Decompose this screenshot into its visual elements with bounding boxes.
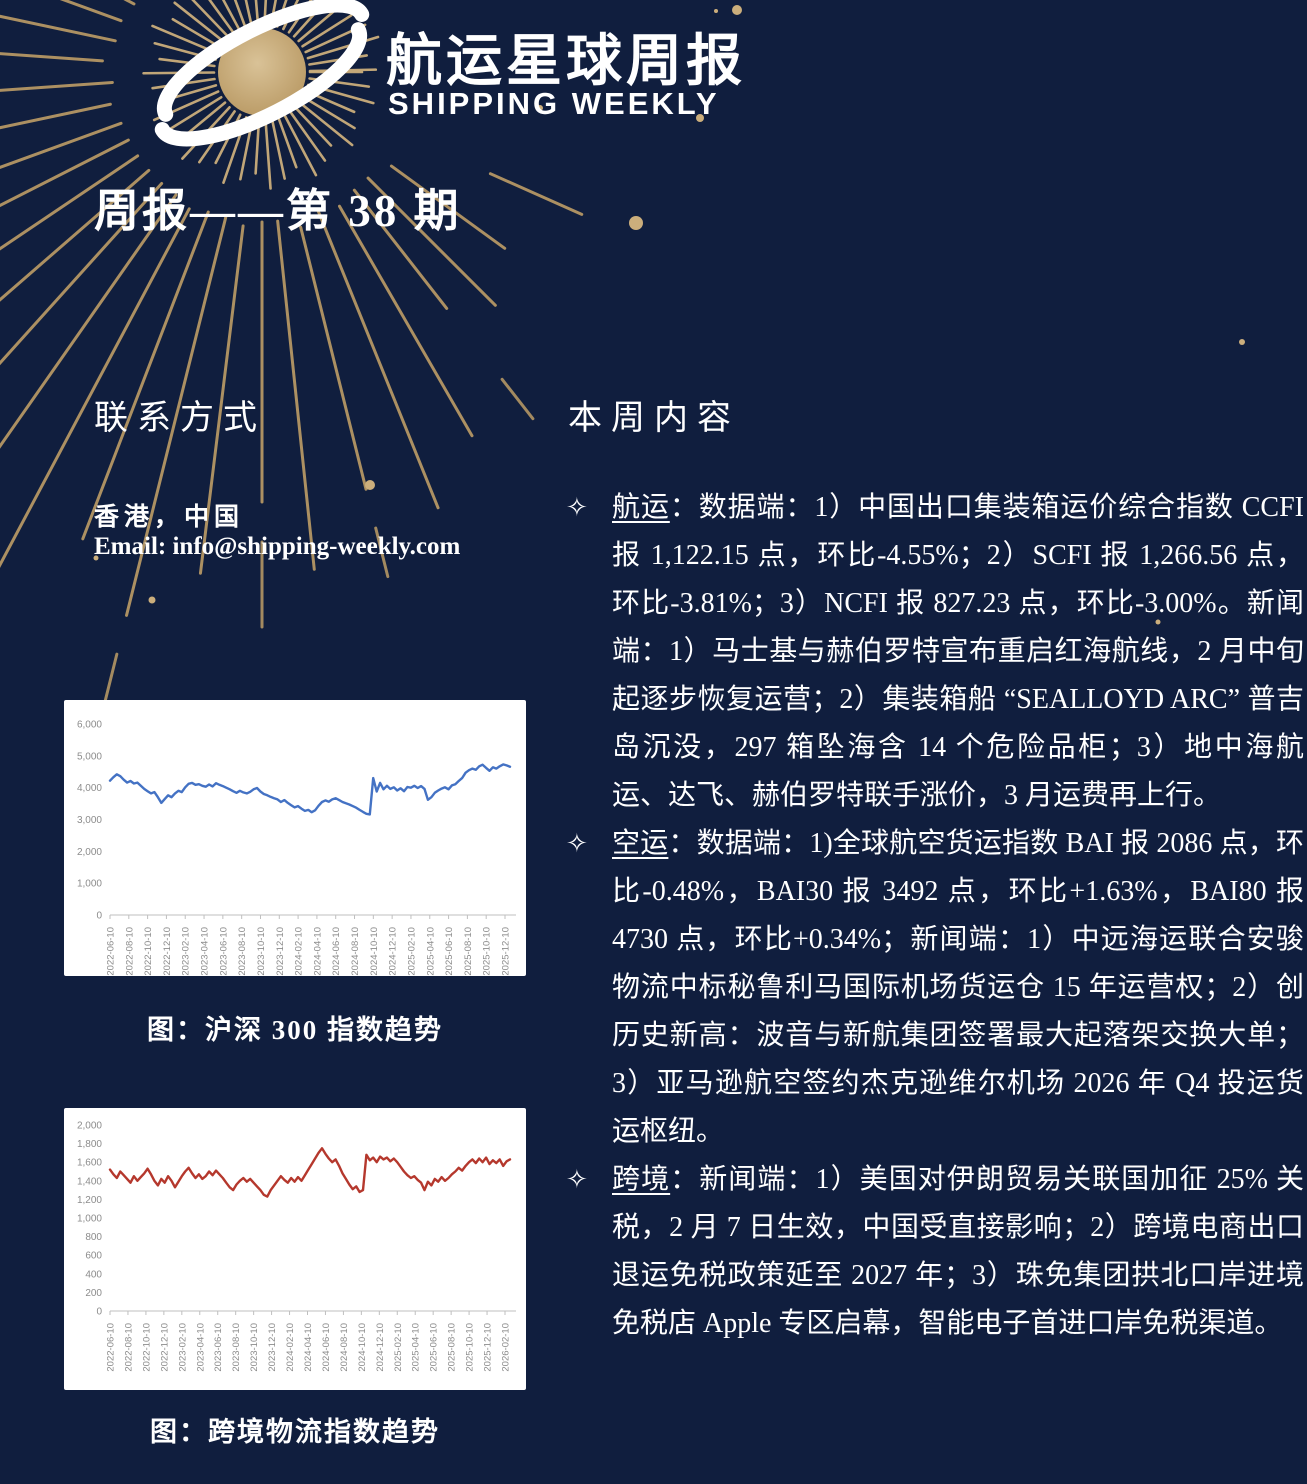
svg-text:1,600: 1,600 (77, 1158, 102, 1169)
svg-text:1,400: 1,400 (77, 1176, 102, 1187)
svg-text:2025-04-10: 2025-04-10 (425, 927, 436, 976)
weekly-content-list: ✧ 航运：数据端：1）中国出口集装箱运价综合指数 CCFI 报 1,122.15 … (566, 484, 1304, 1348)
svg-text:2023-12-10: 2023-12-10 (275, 927, 286, 976)
svg-text:6,000: 6,000 (77, 720, 102, 731)
svg-text:2025-12-10: 2025-12-10 (501, 927, 512, 976)
svg-text:2024-04-10: 2024-04-10 (303, 1323, 314, 1372)
svg-text:2022-12-10: 2022-12-10 (162, 927, 173, 976)
svg-text:2023-08-10: 2023-08-10 (237, 927, 248, 976)
contact-section-heading: 联系方式 (94, 400, 266, 437)
svg-text:2022-08-10: 2022-08-10 (124, 927, 135, 976)
issue-number: 周报——第 38 期 (94, 186, 462, 236)
svg-text:2024-10-10: 2024-10-10 (357, 1323, 368, 1372)
svg-text:2025-08-10: 2025-08-10 (447, 1323, 458, 1372)
contact-email: Email: info@shipping-weekly.com (94, 533, 461, 560)
svg-text:0: 0 (96, 911, 102, 922)
bullet-airfreight-label: 空运 (612, 828, 669, 859)
svg-text:2025-12-10: 2025-12-10 (483, 1323, 494, 1372)
svg-text:2025-10-10: 2025-10-10 (465, 1323, 476, 1372)
bullet-crossborder: ✧ 跨境：新闻端：1）美国对伊朗贸易关联国加征 25% 关税，2 月 7 日生效，… (566, 1156, 1304, 1348)
csi300-chart-caption: 图：沪深 300 指数趋势 (147, 1015, 443, 1045)
svg-text:2025-08-10: 2025-08-10 (463, 927, 474, 976)
svg-text:2022-12-10: 2022-12-10 (159, 1323, 170, 1372)
svg-text:0: 0 (96, 1307, 102, 1318)
sparkle-bullet-icon: ✧ (566, 1165, 588, 1194)
svg-text:400: 400 (85, 1269, 102, 1280)
sparkle-bullet-icon: ✧ (566, 829, 588, 858)
svg-text:1,200: 1,200 (77, 1195, 102, 1206)
sparkle-bullet-icon: ✧ (566, 493, 588, 522)
bullet-crossborder-text: ：新闻端：1）美国对伊朗贸易关联国加征 25% 关税，2 月 7 日生效，中国受… (612, 1164, 1304, 1339)
svg-text:2025-06-10: 2025-06-10 (429, 1323, 440, 1372)
gold-dots (93, 5, 1245, 625)
svg-text:2022-08-10: 2022-08-10 (123, 1323, 134, 1372)
svg-text:2025-10-10: 2025-10-10 (482, 927, 493, 976)
svg-text:2023-02-10: 2023-02-10 (181, 927, 192, 976)
gold-rays (0, 0, 584, 703)
svg-text:2023-06-10: 2023-06-10 (213, 1323, 224, 1372)
svg-text:2023-04-10: 2023-04-10 (200, 927, 211, 976)
svg-text:2024-04-10: 2024-04-10 (312, 927, 323, 976)
svg-text:1,000: 1,000 (77, 879, 102, 890)
contact-location: 香港，中国 (94, 504, 245, 531)
svg-text:2024-08-10: 2024-08-10 (350, 927, 361, 976)
bullet-airfreight-text: ：数据端：1)全球航空货运指数 BAI 报 2086 点，环比-0.48%，BA… (612, 828, 1304, 1147)
planet-ring-swoosh (154, 0, 370, 147)
bullet-crossborder-label: 跨境 (612, 1164, 671, 1195)
bullet-shipping-label: 航运 (612, 492, 670, 523)
svg-text:1,800: 1,800 (77, 1139, 102, 1150)
svg-text:2024-08-10: 2024-08-10 (339, 1323, 350, 1372)
crossborder-chart-caption: 图：跨境物流指数趋势 (150, 1417, 440, 1447)
svg-text:600: 600 (85, 1251, 102, 1262)
svg-text:1,000: 1,000 (77, 1214, 102, 1225)
svg-text:2024-06-10: 2024-06-10 (331, 927, 342, 976)
svg-text:2025-04-10: 2025-04-10 (411, 1323, 422, 1372)
newsletter-title-en: SHIPPING WEEKLY (388, 86, 720, 121)
crossborder-chart-plot: 2,000 1,800 1,600 1,400 1,200 1,000 800 600 400 2… (77, 1121, 516, 1372)
svg-text:2026-02-10: 2026-02-10 (501, 1323, 512, 1372)
svg-text:2023-10-10: 2023-10-10 (256, 927, 267, 976)
svg-text:2025-02-10: 2025-02-10 (406, 927, 417, 976)
svg-text:2023-10-10: 2023-10-10 (249, 1323, 260, 1372)
svg-text:2023-02-10: 2023-02-10 (177, 1323, 188, 1372)
svg-text:2024-12-10: 2024-12-10 (388, 927, 399, 976)
svg-text:2022-06-10: 2022-06-10 (106, 927, 117, 976)
bullet-shipping: ✧ 航运：数据端：1）中国出口集装箱运价综合指数 CCFI 报 1,122.15 … (566, 484, 1304, 820)
svg-text:2023-04-10: 2023-04-10 (195, 1323, 206, 1372)
svg-text:2024-10-10: 2024-10-10 (369, 927, 380, 976)
newsletter-title-cn: 航运星球周报 (386, 29, 746, 92)
bullet-shipping-text: ：数据端：1）中国出口集装箱运价综合指数 CCFI 报 1,122.15 点，环… (612, 492, 1304, 811)
svg-text:2023-06-10: 2023-06-10 (218, 927, 229, 976)
csi300-chart: 6,000 5,000 4,000 3,000 2,000 1,000 0 2022-06-1… (64, 700, 526, 976)
svg-text:4,000: 4,000 (77, 783, 102, 794)
svg-text:2,000: 2,000 (77, 1121, 102, 1132)
svg-text:2023-12-10: 2023-12-10 (267, 1323, 278, 1372)
svg-text:2022-06-10: 2022-06-10 (106, 1323, 117, 1372)
svg-text:200: 200 (85, 1288, 102, 1299)
bullet-airfreight: ✧ 空运：数据端：1)全球航空货运指数 BAI 报 2086 点，环比-0.48%… (566, 820, 1304, 1156)
crossborder-index-chart: 2,000 1,800 1,600 1,400 1,200 1,000 800 600 400 2… (64, 1108, 526, 1390)
csi300-chart-plot: 6,000 5,000 4,000 3,000 2,000 1,000 0 2022-06-1… (77, 720, 516, 976)
svg-text:2023-08-10: 2023-08-10 (231, 1323, 242, 1372)
svg-text:5,000: 5,000 (77, 751, 102, 762)
svg-text:2022-10-10: 2022-10-10 (143, 927, 154, 976)
svg-text:800: 800 (85, 1232, 102, 1243)
svg-text:2024-02-10: 2024-02-10 (285, 1323, 296, 1372)
svg-text:2024-06-10: 2024-06-10 (321, 1323, 332, 1372)
svg-text:2025-06-10: 2025-06-10 (444, 927, 455, 976)
svg-text:2022-10-10: 2022-10-10 (141, 1323, 152, 1372)
svg-text:2024-02-10: 2024-02-10 (294, 927, 305, 976)
svg-text:3,000: 3,000 (77, 815, 102, 826)
svg-text:2025-02-10: 2025-02-10 (393, 1323, 404, 1372)
weekly-content-heading: 本周内容 (568, 400, 740, 437)
svg-text:2,000: 2,000 (77, 847, 102, 858)
svg-text:2024-12-10: 2024-12-10 (375, 1323, 386, 1372)
planet-logo (218, 28, 306, 116)
